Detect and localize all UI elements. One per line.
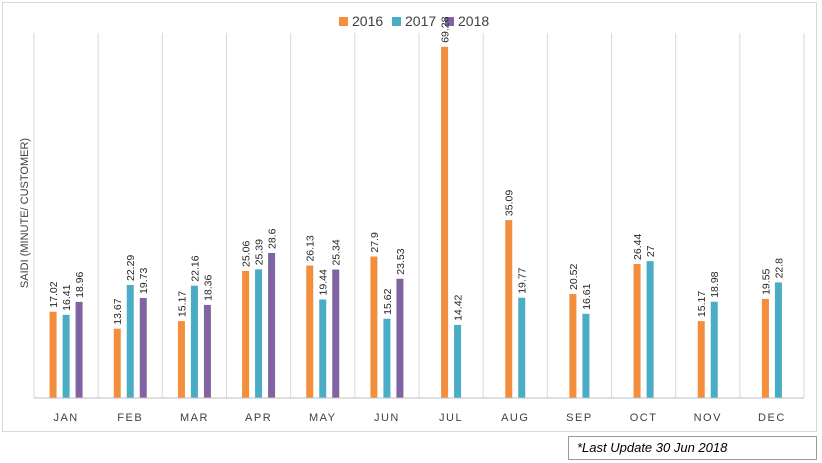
data-label-jun-2016: 27.9 [369,232,381,253]
bar-jun-2018 [396,278,404,398]
bar-dec-2017 [774,282,782,398]
legend-swatch-2016 [339,17,348,26]
data-label-may-2018: 25.34 [331,239,343,265]
data-label-jan-2018: 18.96 [74,271,86,297]
x-tick-label-feb: FEB [117,412,143,424]
legend-label-2016: 2016 [352,13,383,29]
bar-aug-2017 [518,297,526,398]
bar-oct-2017 [646,261,654,398]
x-tick-label-jun: JUN [374,412,400,424]
data-label-jun-2018: 23.53 [395,248,407,274]
data-label-jul-2016: 69.28 [440,16,452,42]
x-tick-label-oct: OCT [630,412,658,424]
bar-jun-2016 [370,256,378,398]
data-label-aug-2016: 35.09 [504,190,516,216]
x-tick-label-jul: JUL [439,412,463,424]
bar-dec-2016 [761,298,769,398]
bar-jul-2016 [441,46,449,399]
bar-jan-2017 [62,314,70,398]
category-gridlines [33,33,805,398]
legend-swatch-2017 [392,17,401,26]
bar-feb-2016 [113,328,121,398]
legend: 2016 2017 2018 [339,13,489,29]
x-tick-label-nov: NOV [694,412,722,424]
bar-jul-2017 [454,324,462,398]
data-label-apr-2017: 25.39 [254,239,266,265]
bar-may-2018 [332,269,340,398]
bar-jan-2016 [49,311,57,398]
data-label-jan-2017: 16.41 [61,284,73,310]
x-tick-label-aug: AUG [501,412,529,424]
bar-may-2017 [319,299,327,398]
data-label-feb-2016: 13.67 [112,298,124,324]
data-label-nov-2017: 18.98 [709,271,721,297]
x-axis-ticks: JAN FEB MAR APR MAY JUN JUL AUG SEP OCT NOV DEC [53,412,786,424]
legend-label-2017: 2017 [405,13,436,29]
legend-label-2018: 2018 [458,13,489,29]
x-tick-label-mar: MAR [180,412,209,424]
data-label-jun-2017: 15.62 [382,288,394,314]
bar-sep-2016 [569,293,577,398]
bar-nov-2016 [697,321,705,398]
bar-aug-2016 [505,220,513,398]
data-label-sep-2017: 16.61 [581,283,593,309]
x-tick-label-may: MAY [309,412,337,424]
data-label-dec-2016: 19.55 [760,268,772,294]
bar-may-2016 [306,265,314,398]
bar-mar-2018 [203,304,211,398]
data-label-may-2017: 19.44 [318,269,330,295]
data-label-oct-2016: 26.44 [632,234,644,260]
bar-jan-2018 [75,301,83,398]
bar-nov-2017 [710,301,718,398]
data-label-apr-2018: 28.6 [267,228,279,249]
bar-mar-2016 [177,321,185,398]
bar-feb-2018 [139,297,147,398]
bar-mar-2017 [190,285,198,398]
data-label-mar-2018: 18.36 [202,274,214,300]
x-tick-label-apr: APR [245,412,272,424]
chart-frame: 2016 2017 2018 17.02 16.41 18.96 13.67 22.29 19… [2,2,817,432]
legend-swatch-2018 [445,17,454,26]
x-tick-label-jan: JAN [53,412,78,424]
x-tick-label-sep: SEP [566,412,593,424]
bars [49,46,782,399]
x-tick-label-dec: DEC [758,412,786,424]
data-label-feb-2018: 19.73 [138,268,150,294]
bar-jun-2017 [383,318,391,398]
bar-feb-2017 [126,285,134,398]
data-label-aug-2017: 19.77 [517,267,529,293]
bar-sep-2017 [582,313,590,398]
bar-oct-2016 [633,263,641,398]
data-label-sep-2016: 20.52 [568,264,580,290]
data-label-apr-2016: 25.06 [241,241,253,267]
bar-apr-2017 [255,269,263,398]
data-label-nov-2016: 15.17 [696,291,708,317]
data-label-mar-2017: 22.16 [189,255,201,281]
data-label-oct-2017: 27 [645,245,657,257]
data-label-mar-2016: 15.17 [176,291,188,317]
data-label-dec-2017: 22.8 [773,258,785,279]
bar-apr-2018 [268,253,276,398]
data-label-jan-2016: 17.02 [48,281,60,307]
data-label-may-2016: 26.13 [305,235,317,261]
data-label-jul-2017: 14.42 [453,294,465,320]
bar-apr-2016 [242,270,250,398]
data-label-feb-2017: 22.29 [125,255,137,281]
y-axis-label: SAIDI (MINUTE/ CUSTOMER) [19,138,31,288]
last-update-note: *Last Update 30 Jun 2018 [568,436,817,460]
